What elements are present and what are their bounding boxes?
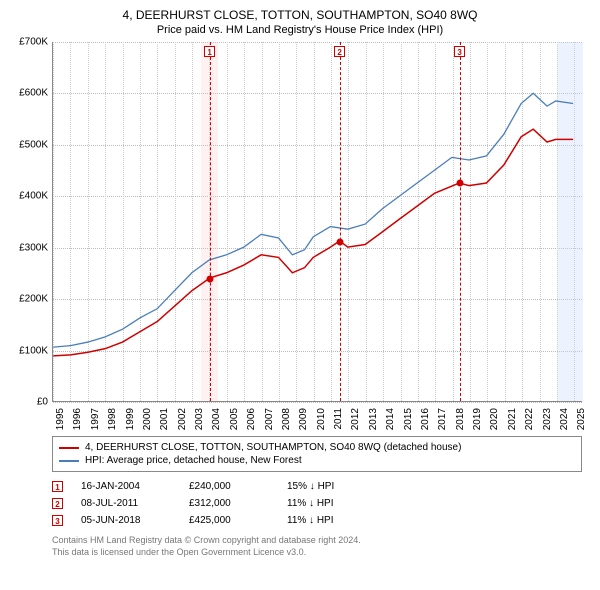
sale-date: 08-JUL-2011 (81, 498, 171, 509)
series-hpi (53, 93, 573, 347)
x-tick-label: 2010 (316, 408, 327, 438)
x-tick-label: 2012 (350, 408, 361, 438)
x-tick-label: 2011 (333, 408, 344, 438)
x-tick-label: 2025 (576, 408, 587, 438)
chart-area: £0£100K£200K£300K£400K£500K£600K£700K 12… (10, 42, 590, 432)
sale-price: £240,000 (189, 481, 269, 492)
x-tick-label: 1996 (72, 408, 83, 438)
sale-marker-icon: 1 (52, 481, 63, 492)
legend-label: HPI: Average price, detached house, New … (85, 455, 302, 466)
sale-marker-icon: 3 (52, 515, 63, 526)
sale-marker-icon: 2 (52, 498, 63, 509)
x-tick-label: 2013 (368, 408, 379, 438)
sale-dot (207, 275, 214, 282)
sales-row: 3 05-JUN-2018 £425,000 11% ↓ HPI (52, 512, 582, 529)
footer-line: This data is licensed under the Open Gov… (52, 547, 590, 559)
sales-row: 2 08-JUL-2011 £312,000 11% ↓ HPI (52, 495, 582, 512)
x-tick-label: 2000 (142, 408, 153, 438)
sale-date: 16-JAN-2004 (81, 481, 171, 492)
sale-vline (340, 42, 341, 401)
y-tick-label: £500K (10, 139, 48, 150)
legend-swatch (59, 460, 79, 462)
x-tick-label: 2022 (524, 408, 535, 438)
x-tick-label: 1999 (125, 408, 136, 438)
x-tick-label: 2018 (455, 408, 466, 438)
sale-marker-box: 3 (454, 46, 465, 57)
x-tick-label: 2007 (264, 408, 275, 438)
legend-swatch (59, 447, 79, 449)
plot-region: 1 2 3 (52, 42, 582, 402)
x-tick-label: 2016 (420, 408, 431, 438)
x-tick-label: 2002 (177, 408, 188, 438)
y-tick-label: £0 (10, 397, 48, 408)
x-tick-label: 2020 (489, 408, 500, 438)
sale-diff: 11% ↓ HPI (287, 515, 387, 526)
legend: 4, DEERHURST CLOSE, TOTTON, SOUTHAMPTON,… (52, 436, 582, 472)
x-tick-label: 1997 (90, 408, 101, 438)
x-tick-label: 2014 (385, 408, 396, 438)
sales-row: 1 16-JAN-2004 £240,000 15% ↓ HPI (52, 478, 582, 495)
y-tick-label: £600K (10, 88, 48, 99)
legend-label: 4, DEERHURST CLOSE, TOTTON, SOUTHAMPTON,… (85, 442, 461, 453)
x-tick-label: 2015 (403, 408, 414, 438)
series-property (53, 129, 573, 356)
x-tick-label: 2024 (559, 408, 570, 438)
sale-dot (457, 180, 464, 187)
x-axis-labels: 1995199619971998199920002001200220032004… (52, 404, 582, 434)
x-tick-label: 2019 (472, 408, 483, 438)
x-tick-label: 2023 (542, 408, 553, 438)
line-canvas (53, 42, 582, 401)
sale-marker-box: 2 (334, 46, 345, 57)
sale-price: £312,000 (189, 498, 269, 509)
sale-marker-box: 1 (204, 46, 215, 57)
chart-title: 4, DEERHURST CLOSE, TOTTON, SOUTHAMPTON,… (10, 8, 590, 22)
legend-item-property: 4, DEERHURST CLOSE, TOTTON, SOUTHAMPTON,… (59, 441, 575, 454)
x-tick-label: 2017 (437, 408, 448, 438)
sale-vline (210, 42, 211, 401)
chart-subtitle: Price paid vs. HM Land Registry's House … (10, 24, 590, 36)
sale-vline (460, 42, 461, 401)
x-tick-label: 2005 (229, 408, 240, 438)
sale-date: 05-JUN-2018 (81, 515, 171, 526)
y-tick-label: £700K (10, 37, 48, 48)
y-tick-label: £400K (10, 191, 48, 202)
x-tick-label: 1995 (55, 408, 66, 438)
sale-price: £425,000 (189, 515, 269, 526)
x-tick-label: 1998 (107, 408, 118, 438)
footer-line: Contains HM Land Registry data © Crown c… (52, 535, 590, 547)
x-tick-label: 2008 (281, 408, 292, 438)
sales-table: 1 16-JAN-2004 £240,000 15% ↓ HPI 2 08-JU… (52, 478, 582, 529)
footer: Contains HM Land Registry data © Crown c… (52, 535, 590, 558)
x-tick-label: 2006 (246, 408, 257, 438)
sale-diff: 15% ↓ HPI (287, 481, 387, 492)
legend-item-hpi: HPI: Average price, detached house, New … (59, 454, 575, 467)
x-tick-label: 2001 (159, 408, 170, 438)
x-tick-label: 2021 (507, 408, 518, 438)
y-tick-label: £100K (10, 345, 48, 356)
sale-dot (337, 238, 344, 245)
x-tick-label: 2009 (298, 408, 309, 438)
x-tick-label: 2003 (194, 408, 205, 438)
y-tick-label: £300K (10, 242, 48, 253)
y-tick-label: £200K (10, 294, 48, 305)
x-tick-label: 2004 (211, 408, 222, 438)
sale-diff: 11% ↓ HPI (287, 498, 387, 509)
